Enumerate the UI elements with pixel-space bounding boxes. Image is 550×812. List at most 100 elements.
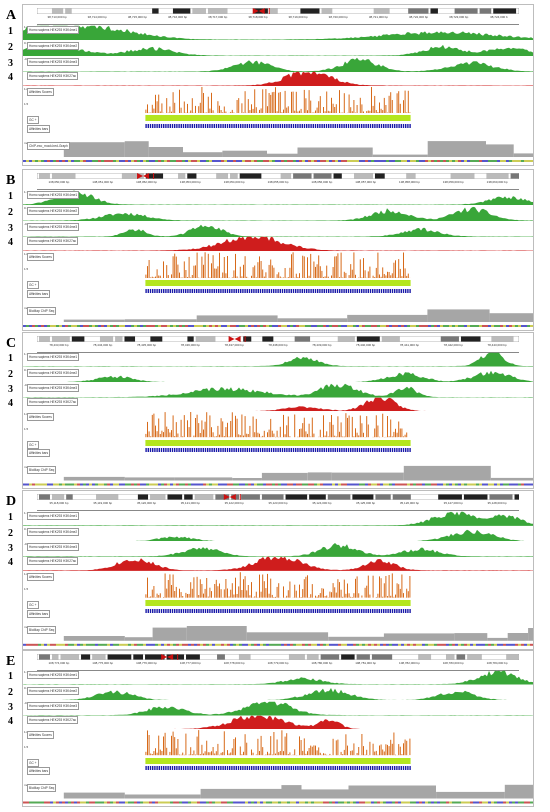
track-label[interactable]: ChIP-exo_mock.bed-Graph xyxy=(27,142,70,150)
track-label[interactable]: Homo sapiens HEK293 H3K27ac xyxy=(27,72,79,80)
track-label[interactable]: Affinities bars xyxy=(27,449,51,458)
affinity-bar xyxy=(343,750,345,756)
motif-bar xyxy=(213,289,215,293)
track-label[interactable]: Homo sapiens HEK293 H3K4me2 xyxy=(27,207,80,215)
sequence-base xyxy=(164,801,167,804)
affinity-bar xyxy=(251,582,252,598)
track-label[interactable]: Affinities bars xyxy=(27,767,51,776)
sequence-base xyxy=(98,160,101,162)
sequence-base xyxy=(173,325,176,327)
ideogram-band xyxy=(121,173,144,179)
track-label[interactable]: BioMap ChIP Seq xyxy=(27,465,57,474)
sequence-base xyxy=(203,644,206,647)
track-label[interactable]: Affinities bars xyxy=(27,609,51,618)
track-label[interactable]: GC + xyxy=(27,281,39,289)
sequence-base xyxy=(68,801,71,804)
affinity-bar xyxy=(175,256,177,278)
track-label[interactable]: Affinities bars xyxy=(27,290,51,298)
track-label[interactable]: Homo sapiens HEK293 H3K4me3 xyxy=(27,58,80,66)
motif-bar xyxy=(235,766,237,771)
affinity-bar xyxy=(279,276,281,278)
track-label[interactable]: Homo sapiens HEK293 H3K4me2 xyxy=(27,527,80,536)
track-label[interactable]: Homo sapiens HEK293 H3K4me1 xyxy=(27,511,80,520)
track-label[interactable]: GC + xyxy=(27,600,39,609)
motif-bar xyxy=(187,124,189,128)
affinity-bar xyxy=(151,754,153,756)
chip-block xyxy=(454,633,488,642)
chip-block xyxy=(183,152,223,157)
track-label[interactable]: Homo sapiens HEK293 H3K4me1 xyxy=(27,671,80,680)
affinity-bar xyxy=(220,110,222,113)
track-label[interactable]: Homo sapiens HEK293 H3K4me2 xyxy=(27,42,80,50)
motif-bar xyxy=(200,766,202,771)
track-label[interactable]: Homo sapiens HEK293 H3K27ac xyxy=(27,237,79,245)
track-label[interactable]: GC + xyxy=(27,758,39,767)
track-label[interactable]: Homo sapiens HEK293 H3K4me1 xyxy=(27,353,80,362)
affinity-bar xyxy=(367,110,369,113)
chip-block xyxy=(174,477,233,481)
track-label[interactable]: Affinities Scores xyxy=(27,572,54,581)
track-label[interactable]: Homo sapiens HEK293 H3K27ac xyxy=(27,715,79,724)
track-label[interactable]: Affinities Scores xyxy=(27,731,54,740)
sequence-base xyxy=(455,160,458,162)
track-label[interactable]: BioMap ChIP Seq xyxy=(27,783,57,792)
affinity-bar xyxy=(300,429,302,438)
sequence-base xyxy=(194,325,197,327)
motif-bar xyxy=(354,124,356,128)
track-label[interactable]: Affinities bars xyxy=(27,125,51,133)
affinity-bar xyxy=(310,437,312,438)
affinity-bar xyxy=(382,749,384,756)
track-label[interactable]: Homo sapiens HEK293 H3K4me3 xyxy=(27,223,80,231)
motif-bar xyxy=(378,289,380,293)
motif-bar xyxy=(204,448,207,453)
motif-bar xyxy=(226,448,229,453)
track-label[interactable]: Homo sapiens HEK293 H3K4me1 xyxy=(27,26,80,34)
affinity-bar xyxy=(252,108,254,113)
affinity-bar xyxy=(270,259,272,278)
sequence-base xyxy=(32,325,35,327)
motif-bar xyxy=(222,448,224,453)
affinity-bar xyxy=(175,748,177,756)
sequence-base xyxy=(344,801,347,804)
track-scale-value: 1.11 xyxy=(24,190,30,194)
track-label[interactable]: Homo sapiens HEK293 H3K4me3 xyxy=(27,384,80,393)
affinity-bar xyxy=(179,588,180,598)
track-label[interactable]: BioMap ChIP Seq xyxy=(27,626,57,635)
histone-signal xyxy=(23,384,533,398)
sequence-base xyxy=(227,325,230,327)
track-label[interactable]: GC + xyxy=(27,440,39,449)
affinity-bar xyxy=(324,596,326,598)
motif-bar xyxy=(171,608,174,613)
motif-bar xyxy=(270,448,273,453)
motif-bar xyxy=(163,289,165,293)
track-label[interactable]: Affinities Scores xyxy=(27,253,54,261)
ideogram-band xyxy=(238,654,251,660)
track-label[interactable]: Homo sapiens HEK293 H3K4me1 xyxy=(27,191,80,199)
sequence-base xyxy=(125,644,128,647)
track-label[interactable]: Affinities Scores xyxy=(27,88,54,96)
motif-bar xyxy=(345,448,347,453)
ideogram-band xyxy=(71,336,85,342)
sequence-base xyxy=(398,483,401,486)
track-label[interactable]: Homo sapiens HEK293 H3K27ac xyxy=(27,557,79,566)
track-label[interactable]: Affinities Scores xyxy=(27,413,54,422)
affinity-bar xyxy=(409,739,411,756)
ideogram-band xyxy=(178,173,186,179)
track-label[interactable]: Homo sapiens HEK293 H3K4me3 xyxy=(27,543,80,552)
track-label[interactable]: Homo sapiens HEK293 H3K4me2 xyxy=(27,368,80,377)
affinity-bar xyxy=(388,746,390,756)
sequence-base xyxy=(110,801,113,804)
sequence-base xyxy=(71,483,74,486)
track-label[interactable]: Homo sapiens HEK293 H3K4me3 xyxy=(27,702,80,711)
affinity-bar xyxy=(275,754,276,756)
affinity-bar xyxy=(369,742,371,756)
track-label[interactable]: BioMap ChIP Seq xyxy=(27,307,57,315)
track-label[interactable]: Homo sapiens HEK293 H3K4me2 xyxy=(27,686,80,695)
track-label[interactable]: Homo sapiens HEK293 H3K27ac xyxy=(27,397,79,406)
sequence-base xyxy=(308,483,311,486)
motif-bar xyxy=(292,766,295,771)
sequence-base xyxy=(263,483,266,486)
motif-bar xyxy=(277,766,279,771)
motif-bar xyxy=(314,124,317,128)
track-label[interactable]: GC + xyxy=(27,116,39,124)
